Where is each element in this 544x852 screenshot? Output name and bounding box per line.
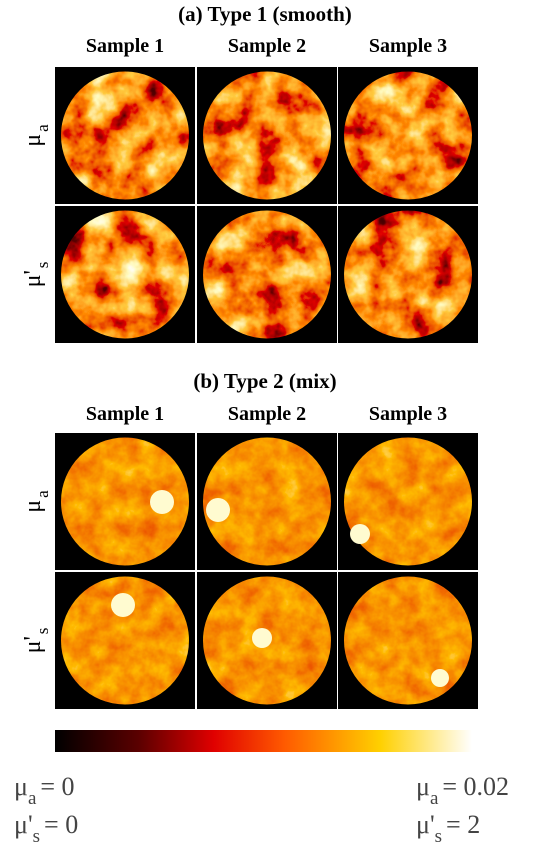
inclusion (111, 593, 135, 617)
colorbar-label: μ's = 0 (14, 810, 78, 847)
row-label: μ's (20, 262, 52, 288)
inclusion (150, 490, 174, 514)
column-header: Sample 2 (228, 35, 306, 57)
map-image (61, 210, 189, 339)
row-subscript: s (33, 628, 52, 635)
map-image (344, 210, 472, 339)
column-header: Sample 1 (86, 403, 164, 425)
colorbar-label: μa = 0 (14, 772, 75, 809)
map-image (203, 210, 331, 339)
inclusion (350, 524, 370, 544)
row-symbol: μ (20, 134, 46, 147)
column-header: Sample 3 (369, 35, 447, 57)
label-subscript: s (33, 826, 40, 847)
row-label: μa (20, 490, 52, 513)
label-value: = 0 (44, 810, 78, 839)
row-label: μa (20, 124, 52, 147)
row-symbol: μ' (20, 270, 46, 287)
label-value: = 0 (40, 772, 74, 801)
label-subscript: a (430, 788, 439, 809)
label-symbol: μ (14, 772, 28, 801)
inclusion (252, 628, 272, 648)
map-image (203, 71, 331, 200)
row-subscript: a (33, 124, 52, 132)
row-subscript: s (33, 262, 52, 269)
row-label: μ's (20, 628, 52, 654)
colorbar (55, 730, 472, 752)
row-subscript: a (33, 490, 52, 498)
row-symbol: μ (20, 500, 46, 513)
section-title: (a) Type 1 (smooth) (178, 2, 352, 26)
label-symbol: μ' (14, 810, 33, 839)
map-image (344, 437, 472, 566)
label-value: = 0.02 (442, 772, 509, 801)
map-image (344, 576, 472, 705)
column-header: Sample 3 (369, 403, 447, 425)
label-symbol: μ (416, 772, 430, 801)
inclusion (206, 498, 230, 522)
label-symbol: μ' (416, 810, 435, 839)
map-image (344, 71, 472, 200)
section-title: (b) Type 2 (mix) (193, 369, 336, 393)
column-header: Sample 2 (228, 403, 306, 425)
label-subscript: s (435, 826, 442, 847)
label-value: = 2 (446, 810, 480, 839)
row-symbol: μ' (20, 636, 46, 653)
colorbar-label: μ's = 2 (416, 810, 480, 847)
colorbar-label: μa = 0.02 (416, 772, 509, 809)
inclusion (431, 669, 449, 687)
column-header: Sample 1 (86, 35, 164, 57)
map-image (61, 71, 189, 200)
label-subscript: a (28, 788, 37, 809)
